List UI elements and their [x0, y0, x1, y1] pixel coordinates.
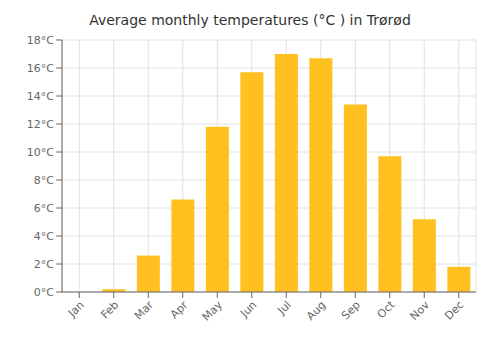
svg-text:12°C: 12°C [27, 118, 54, 131]
svg-text:18°C: 18°C [27, 34, 54, 47]
svg-text:Jan: Jan [65, 298, 87, 320]
svg-text:Apr: Apr [168, 298, 191, 321]
svg-text:Dec: Dec [442, 298, 466, 322]
svg-text:Aug: Aug [304, 298, 328, 322]
svg-text:2°C: 2°C [34, 258, 54, 271]
svg-text:14°C: 14°C [27, 90, 54, 103]
svg-text:0°C: 0°C [34, 286, 54, 299]
svg-text:Oct: Oct [375, 298, 398, 321]
svg-text:Jul: Jul [275, 298, 294, 317]
svg-text:6°C: 6°C [34, 202, 54, 215]
svg-text:May: May [200, 298, 226, 324]
svg-text:8°C: 8°C [34, 174, 54, 187]
svg-text:Mar: Mar [132, 298, 156, 322]
svg-text:Sep: Sep [339, 298, 363, 322]
svg-text:Jun: Jun [237, 298, 259, 320]
html-text:Average monthly temperatures (: Average monthly temperatures (°C ) in Tr… [89, 12, 411, 28]
svg-text:4°C: 4°C [34, 230, 54, 243]
svg-text:16°C: 16°C [27, 62, 54, 75]
svg-text:Feb: Feb [98, 298, 121, 321]
svg-text:Nov: Nov [408, 298, 433, 323]
svg-text:10°C: 10°C [27, 146, 54, 159]
